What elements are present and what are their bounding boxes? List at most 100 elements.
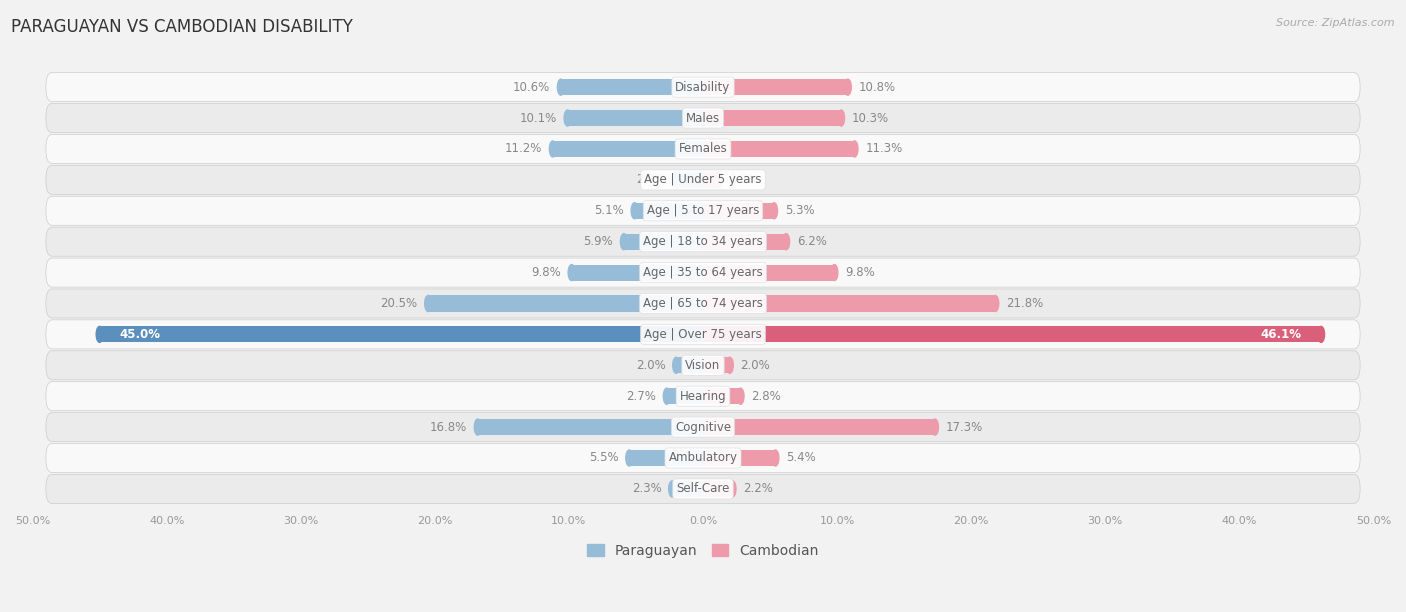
Circle shape [845,79,851,95]
Bar [703,110,841,126]
Text: Cognitive: Cognitive [675,420,731,433]
Bar [553,141,703,157]
Text: Age | 65 to 74 years: Age | 65 to 74 years [643,297,763,310]
Circle shape [620,234,627,250]
Circle shape [772,450,779,466]
Text: 5.3%: 5.3% [785,204,814,217]
Circle shape [425,296,432,312]
Text: 2.0%: 2.0% [636,173,665,186]
Bar [703,296,995,312]
Text: Females: Females [679,143,727,155]
Bar [429,296,703,312]
Bar [703,264,834,281]
Text: Disability: Disability [675,81,731,94]
FancyBboxPatch shape [46,227,1360,256]
Text: Ambulatory: Ambulatory [668,452,738,465]
Text: 2.0%: 2.0% [636,359,665,371]
Bar [630,450,703,466]
Circle shape [557,79,564,95]
Text: 5.4%: 5.4% [786,452,815,465]
Circle shape [626,450,633,466]
Bar [703,203,775,219]
Circle shape [669,481,676,497]
Text: Source: ZipAtlas.com: Source: ZipAtlas.com [1277,18,1395,28]
Text: 45.0%: 45.0% [120,328,160,341]
Bar [703,481,733,497]
Text: 2.3%: 2.3% [631,482,661,495]
Bar [100,326,703,343]
Bar [666,388,703,404]
Text: Vision: Vision [685,359,721,371]
Bar [703,419,935,435]
Bar [624,234,703,250]
Text: 5.5%: 5.5% [589,452,619,465]
Bar [703,141,855,157]
Circle shape [672,172,679,188]
Text: 2.0%: 2.0% [741,359,770,371]
Text: 6.2%: 6.2% [797,235,827,248]
Text: Age | 18 to 34 years: Age | 18 to 34 years [643,235,763,248]
Circle shape [716,172,723,188]
Text: Age | Over 75 years: Age | Over 75 years [644,328,762,341]
Text: 11.3%: 11.3% [865,143,903,155]
Text: Hearing: Hearing [679,390,727,403]
Bar [634,203,703,219]
Circle shape [664,388,671,404]
Text: 17.3%: 17.3% [946,420,983,433]
FancyBboxPatch shape [46,320,1360,349]
Bar [672,481,703,497]
Text: 20.5%: 20.5% [380,297,418,310]
Bar [568,110,703,126]
Circle shape [838,110,845,126]
Text: 10.3%: 10.3% [852,111,889,125]
Text: 10.1%: 10.1% [520,111,557,125]
Text: 1.2%: 1.2% [730,173,759,186]
Text: 5.1%: 5.1% [595,204,624,217]
Bar [572,264,703,281]
Circle shape [991,296,998,312]
FancyBboxPatch shape [46,351,1360,380]
Text: Age | 35 to 64 years: Age | 35 to 64 years [643,266,763,279]
Circle shape [851,141,858,157]
Text: PARAGUAYAN VS CAMBODIAN DISABILITY: PARAGUAYAN VS CAMBODIAN DISABILITY [11,18,353,36]
FancyBboxPatch shape [46,412,1360,442]
Text: 2.7%: 2.7% [626,390,657,403]
FancyBboxPatch shape [46,258,1360,287]
Circle shape [931,419,938,435]
Text: 2.8%: 2.8% [751,390,780,403]
Text: 46.1%: 46.1% [1260,328,1301,341]
Bar [703,450,775,466]
Bar [703,326,1322,343]
Circle shape [474,419,481,435]
Text: 10.8%: 10.8% [859,81,896,94]
Bar [703,388,741,404]
Bar [703,234,786,250]
Text: Age | 5 to 17 years: Age | 5 to 17 years [647,204,759,217]
FancyBboxPatch shape [46,165,1360,195]
Text: 11.2%: 11.2% [505,143,543,155]
Circle shape [831,264,838,281]
Text: Self-Care: Self-Care [676,482,730,495]
Circle shape [631,203,638,219]
Text: Age | Under 5 years: Age | Under 5 years [644,173,762,186]
Circle shape [564,110,571,126]
FancyBboxPatch shape [46,382,1360,411]
Bar [676,357,703,373]
Circle shape [550,141,557,157]
FancyBboxPatch shape [46,474,1360,504]
Circle shape [672,357,679,373]
Circle shape [728,481,735,497]
Bar [676,172,703,188]
Text: 2.2%: 2.2% [744,482,773,495]
Circle shape [770,203,778,219]
FancyBboxPatch shape [46,73,1360,102]
Legend: Paraguayan, Cambodian: Paraguayan, Cambodian [582,539,824,564]
Circle shape [783,234,790,250]
Bar [561,79,703,95]
FancyBboxPatch shape [46,289,1360,318]
FancyBboxPatch shape [46,444,1360,472]
Circle shape [1317,326,1324,343]
Bar [703,79,848,95]
Text: 16.8%: 16.8% [430,420,467,433]
Circle shape [727,357,734,373]
